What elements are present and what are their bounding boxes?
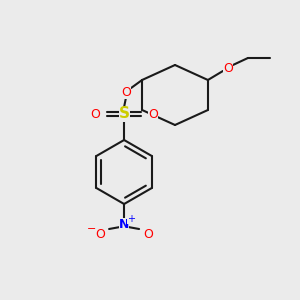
Text: O: O xyxy=(143,229,153,242)
Text: O: O xyxy=(223,61,233,74)
Text: O: O xyxy=(148,107,158,121)
Text: S: S xyxy=(118,106,130,122)
Text: N: N xyxy=(119,218,129,230)
Text: O: O xyxy=(95,229,105,242)
Text: −: − xyxy=(86,224,96,234)
Text: O: O xyxy=(90,107,100,121)
Text: O: O xyxy=(121,85,131,98)
Text: +: + xyxy=(127,214,135,224)
